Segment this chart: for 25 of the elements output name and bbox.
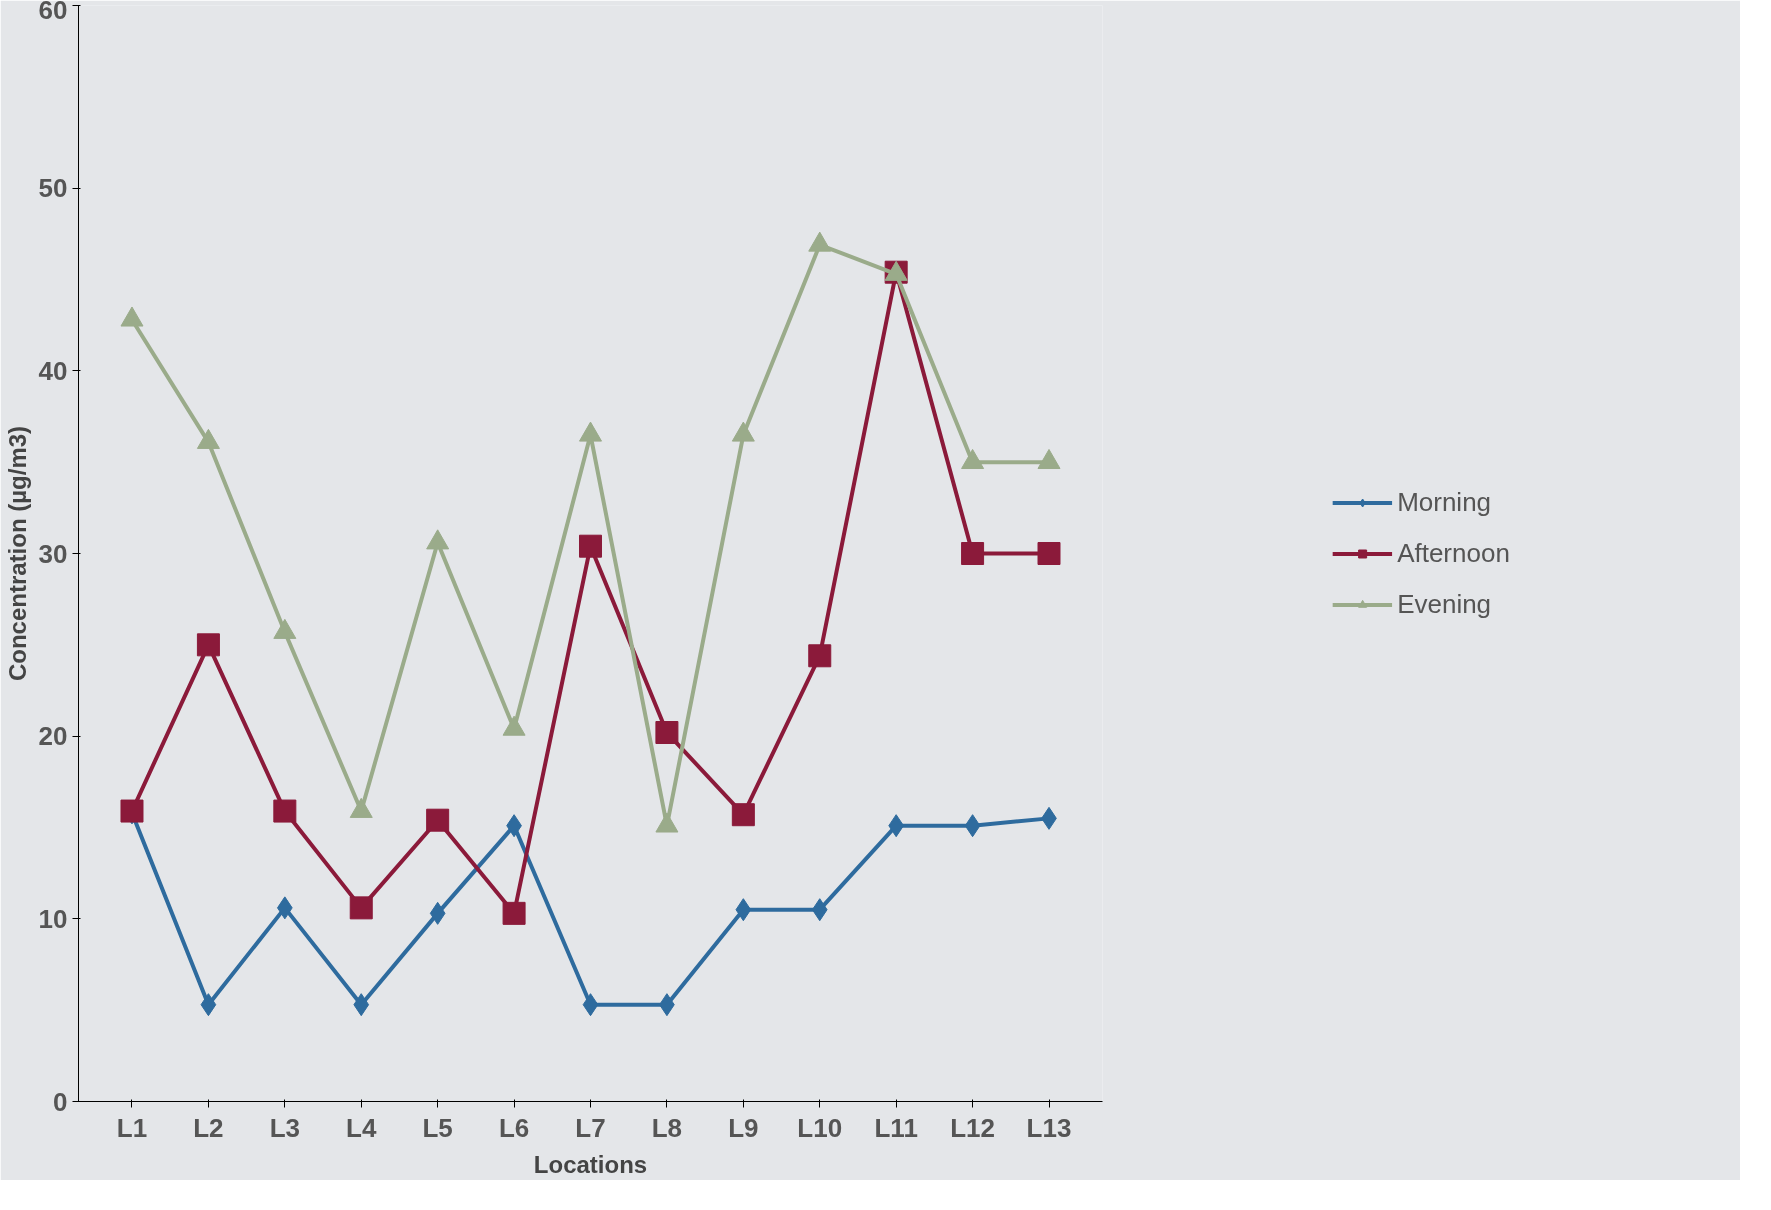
x-tick-label: L9 [728, 1112, 759, 1143]
legend-label: Evening [1397, 588, 1492, 620]
y-tick-label: 60 [38, 0, 68, 25]
x-tick-label: L7 [575, 1112, 606, 1143]
x-tick-label: L2 [193, 1112, 224, 1143]
x-tick-label: L5 [422, 1112, 453, 1143]
y-tick-label: 0 [53, 1086, 68, 1117]
x-tick-label: L8 [651, 1112, 683, 1143]
y-tick-label: 30 [38, 538, 68, 569]
x-tick-label: L3 [269, 1112, 300, 1143]
legend-label: Morning [1397, 486, 1492, 518]
y-tick-label: 20 [38, 721, 68, 752]
x-tick-label: L12 [950, 1112, 995, 1143]
x-tick-label: L6 [498, 1112, 530, 1143]
y-tick-label: 50 [38, 173, 68, 204]
x-tick-label: L13 [1026, 1112, 1072, 1143]
y-tick-label: 10 [38, 903, 68, 934]
x-tick-label: L10 [797, 1112, 843, 1143]
x-tick-label: L1 [116, 1112, 148, 1143]
legend-label: Afternoon [1397, 537, 1510, 569]
x-axis-title: Locations [533, 1150, 648, 1178]
y-axis-title: Concentration (µg/m3) [3, 425, 31, 682]
y-tick-label: 40 [38, 355, 68, 386]
x-tick-label: L11 [874, 1112, 918, 1143]
x-tick-label: L4 [346, 1112, 377, 1143]
